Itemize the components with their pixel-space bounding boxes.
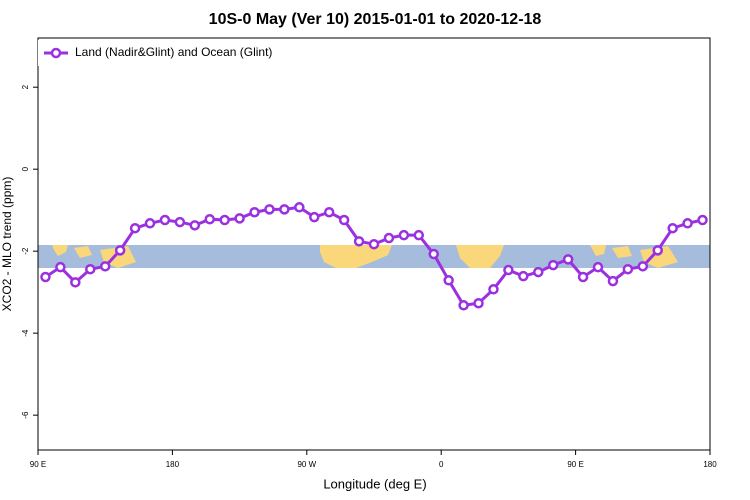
data-point (458, 300, 469, 311)
legend-marker (50, 47, 62, 59)
data-point (174, 216, 186, 228)
data-point (353, 236, 365, 247)
data-point (338, 214, 350, 226)
data-point (70, 277, 81, 288)
data-point (473, 297, 484, 309)
y-tick-label: 0 (21, 166, 30, 171)
data-point (652, 245, 663, 256)
data-point (413, 229, 425, 241)
y-axis-label: XCO2 - MLO trend (ppm) (0, 177, 14, 312)
data-point (129, 222, 141, 234)
data-point (547, 259, 559, 271)
data-point (428, 248, 439, 260)
x-tick-label: 180 (166, 460, 180, 469)
data-point (637, 261, 649, 272)
x-tick-label: 90 W (297, 460, 316, 469)
data-point (443, 275, 454, 286)
data-point (398, 229, 410, 241)
data-point (577, 271, 589, 283)
x-tick-label: 90 E (567, 460, 583, 469)
data-point (697, 214, 708, 226)
data-point (667, 222, 678, 234)
data-point (189, 220, 201, 231)
x-tick-label: 90 E (30, 460, 46, 469)
chart-title: 10S-0 May (Ver 10) 2015-01-01 to 2020-12… (209, 11, 542, 28)
data-point (279, 204, 290, 215)
x-tick-label: 0 (439, 460, 444, 469)
data-point (682, 218, 693, 229)
data-point (383, 232, 395, 244)
data-point (309, 211, 320, 223)
data-point (562, 254, 574, 265)
data-point (40, 271, 51, 283)
data-point (114, 245, 126, 256)
data-point (368, 238, 380, 250)
data-point (159, 214, 171, 226)
data-point (518, 270, 529, 282)
legend-label: Land (Nadir&Glint) and Ocean (Glint) (75, 45, 272, 59)
land (456, 245, 504, 268)
land (320, 245, 392, 268)
y-tick-label: 2 (21, 84, 30, 89)
data-point (323, 206, 335, 218)
data-point (234, 213, 245, 224)
data-point (99, 261, 111, 272)
y-tick-label: -2 (21, 247, 30, 255)
data-point (533, 266, 544, 278)
data-point (249, 206, 260, 218)
y-tick-label: -4 (21, 329, 30, 337)
data-point (294, 202, 305, 213)
data-point (204, 213, 215, 225)
data-point (85, 263, 96, 275)
x-axis-label: Longitude (deg E) (323, 476, 426, 491)
data-point (488, 284, 499, 295)
data-point (592, 261, 604, 273)
legend-box (38, 40, 283, 66)
data-point (55, 261, 66, 273)
plot-frame (37, 37, 711, 451)
data-point (607, 275, 619, 287)
legend: Land (Nadir&Glint) and Ocean (Glint) (38, 40, 283, 66)
x-tick-label: 180 (703, 460, 717, 469)
y-tick-label: -6 (21, 411, 30, 419)
data-point (219, 214, 230, 226)
data-point (144, 218, 156, 229)
data-point (264, 204, 275, 215)
data-point (503, 264, 514, 276)
data-point (622, 263, 634, 275)
